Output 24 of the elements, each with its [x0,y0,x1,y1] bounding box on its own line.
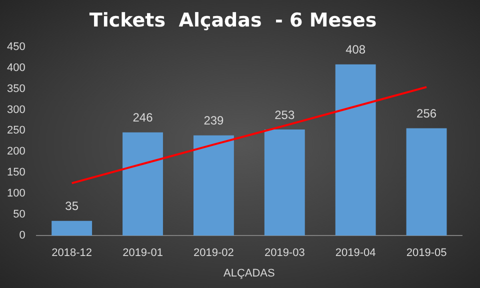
data-label: 246 [132,110,154,125]
data-label: 253 [274,108,295,122]
x-tick-label: 2018-12 [52,247,92,260]
data-label: 256 [416,106,437,121]
chart-title: Tickets Alçadas - 6 Meses [89,9,377,32]
x-tick-label: 2019-03 [264,247,305,260]
y-tick-label: 200 [6,146,26,158]
x-tick-label: 2019-04 [335,247,376,260]
data-label: 35 [65,199,79,214]
x-tick-label: 2019-05 [406,247,447,260]
y-tick-label: 400 [6,62,26,74]
x-tick-label: 2019-02 [194,247,234,260]
y-tick-label: 150 [6,166,26,179]
y-tick-label: 100 [6,188,26,200]
x-axis-title: ALÇADAS [223,267,275,280]
x-tick-label: 2019-01 [122,247,163,260]
y-tick-label: 300 [6,104,26,116]
data-label: 408 [346,42,366,57]
y-tick-label: 0 [19,230,26,242]
y-tick-label: 350 [6,82,26,95]
y-tick-label: 250 [6,124,26,137]
y-tick-label: 450 [6,40,26,53]
y-tick-label: 50 [13,208,26,221]
data-label: 239 [204,114,224,128]
